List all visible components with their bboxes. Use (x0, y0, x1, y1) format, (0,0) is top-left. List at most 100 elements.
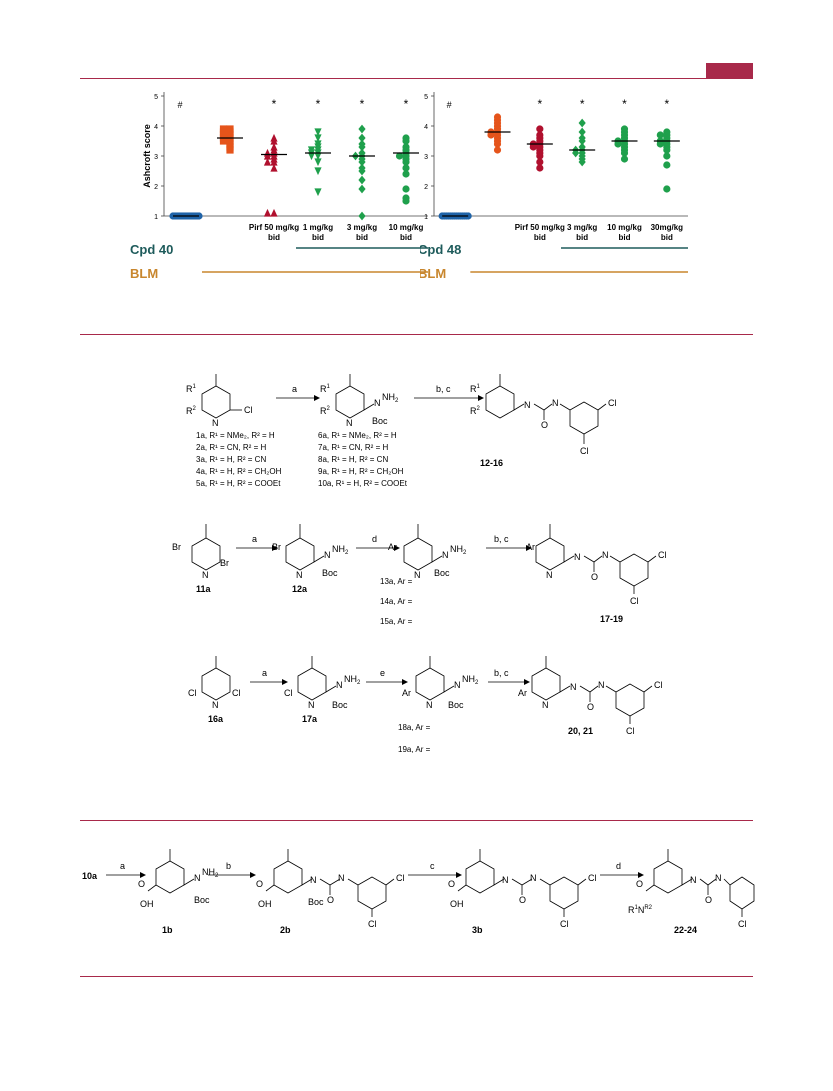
nh-label: N (338, 873, 345, 883)
compound-description: 2a, R¹ = CN, R² = H (196, 443, 266, 452)
significance-mark: # (177, 100, 182, 110)
cl-label: Cl (626, 726, 635, 736)
r1-label: R1 (320, 384, 331, 394)
group-2: * (261, 97, 287, 217)
data-point (226, 146, 234, 154)
data-point (663, 161, 671, 169)
oh-label: OH (450, 899, 464, 909)
arrow-label: c (430, 861, 435, 871)
urea-structure (457, 849, 587, 917)
y-tick-label: 1 (424, 214, 428, 221)
nh-label: N (552, 398, 559, 408)
pyridine-structure (297, 656, 337, 701)
boc-label: Boc (448, 700, 464, 710)
nh2-label: NH2 (450, 544, 467, 556)
data-point (358, 175, 366, 185)
y-tick-label: 4 (154, 124, 158, 131)
compound-description: 10a, R¹ = H, R² = COOEt (318, 479, 408, 488)
data-point (620, 149, 629, 157)
data-point (314, 128, 322, 137)
compound-label: 3b (472, 925, 483, 935)
compound-description: 3a, R¹ = H, R² = CN (196, 455, 266, 464)
data-point (536, 158, 544, 166)
group-4: * (611, 97, 638, 163)
data-point (402, 164, 410, 172)
section-rule-1 (80, 334, 753, 335)
hydrazine-label: N (454, 680, 461, 690)
arrow-label: b (226, 861, 231, 871)
x-tick-label: 10 mg/kg bid (389, 223, 424, 242)
boc-label: Boc (322, 568, 338, 578)
boc-label: Boc (332, 700, 348, 710)
nh-label: N (524, 400, 531, 410)
ar-label: Ar (402, 688, 411, 698)
data-point (263, 208, 272, 217)
data-point (219, 137, 228, 145)
carbonyl-o: O (705, 895, 712, 905)
nh-label: N (598, 680, 605, 690)
br-label: Br (220, 558, 229, 568)
nh2-label: NH2 (462, 674, 479, 686)
cl-label: Cl (580, 446, 589, 456)
cl-label: Cl (368, 919, 377, 929)
cl-label: Cl (284, 688, 293, 698)
group-5: * (393, 97, 419, 205)
hydrazine-label: N (324, 550, 331, 560)
urea-product-structure (535, 524, 657, 594)
compound-description: 14a, Ar = (380, 597, 413, 606)
ring-n: N (346, 418, 353, 428)
pyridine-structure (403, 524, 443, 571)
r1-label: R1 (470, 384, 481, 394)
data-point (270, 157, 278, 166)
data-point (536, 125, 544, 133)
y-tick-label: 3 (424, 154, 428, 161)
y-tick-label: 2 (424, 184, 428, 191)
data-point (402, 158, 410, 166)
compound-label: 10a (82, 871, 98, 881)
cl-label: Cl (658, 550, 667, 560)
product-label: 12-16 (480, 458, 503, 468)
data-point (314, 152, 322, 161)
header-rule (80, 78, 753, 79)
group-4: * (349, 97, 375, 221)
data-point (663, 146, 671, 154)
data-point (464, 212, 472, 220)
ar-label: Ar (388, 542, 397, 552)
ring-n: N (546, 570, 553, 580)
carbonyl-o: O (256, 879, 263, 889)
nh-label: N (530, 873, 537, 883)
x-tick-label: 1 mg/kg bid (303, 223, 333, 242)
hydrazine-label: N (336, 680, 343, 690)
carbonyl-o: O (636, 879, 643, 889)
ring-n: N (414, 570, 421, 580)
x-tick-label: 3 mg/kg bid (567, 223, 597, 242)
nh2-label: NH2 (382, 392, 399, 404)
data-point (314, 134, 322, 143)
compound-label: 2b (280, 925, 291, 935)
compound-description: 19a, Ar = (398, 745, 431, 754)
ar-label: Ar (526, 542, 535, 552)
cl-label: Cl (608, 398, 617, 408)
y-tick-label: 1 (154, 214, 158, 221)
ring-n: N (202, 570, 209, 580)
urea-structure (265, 849, 395, 917)
urea-product-structure (485, 374, 607, 444)
hydrazine-label: N (442, 550, 449, 560)
pyridine-structure (191, 524, 221, 571)
cl-label: Cl (654, 680, 663, 690)
y-tick-label: 4 (424, 124, 428, 131)
data-point (402, 170, 410, 178)
nh-label: N (502, 875, 509, 885)
group-3: * (305, 97, 331, 197)
data-point (358, 133, 366, 143)
hydrazine-label: N (374, 398, 381, 408)
data-point (402, 185, 410, 193)
int-label-list: 6a, R¹ = NMe₂, R² = H 7a, R¹ = CN, R² = H… (318, 431, 408, 488)
group-1 (484, 113, 511, 154)
ring-n: N (426, 700, 433, 710)
significance-mark: * (316, 97, 321, 111)
carbonyl-o: O (541, 420, 548, 430)
oh-label: OH (258, 899, 272, 909)
cl-label: Cl (396, 873, 405, 883)
group-0: # (438, 100, 472, 220)
